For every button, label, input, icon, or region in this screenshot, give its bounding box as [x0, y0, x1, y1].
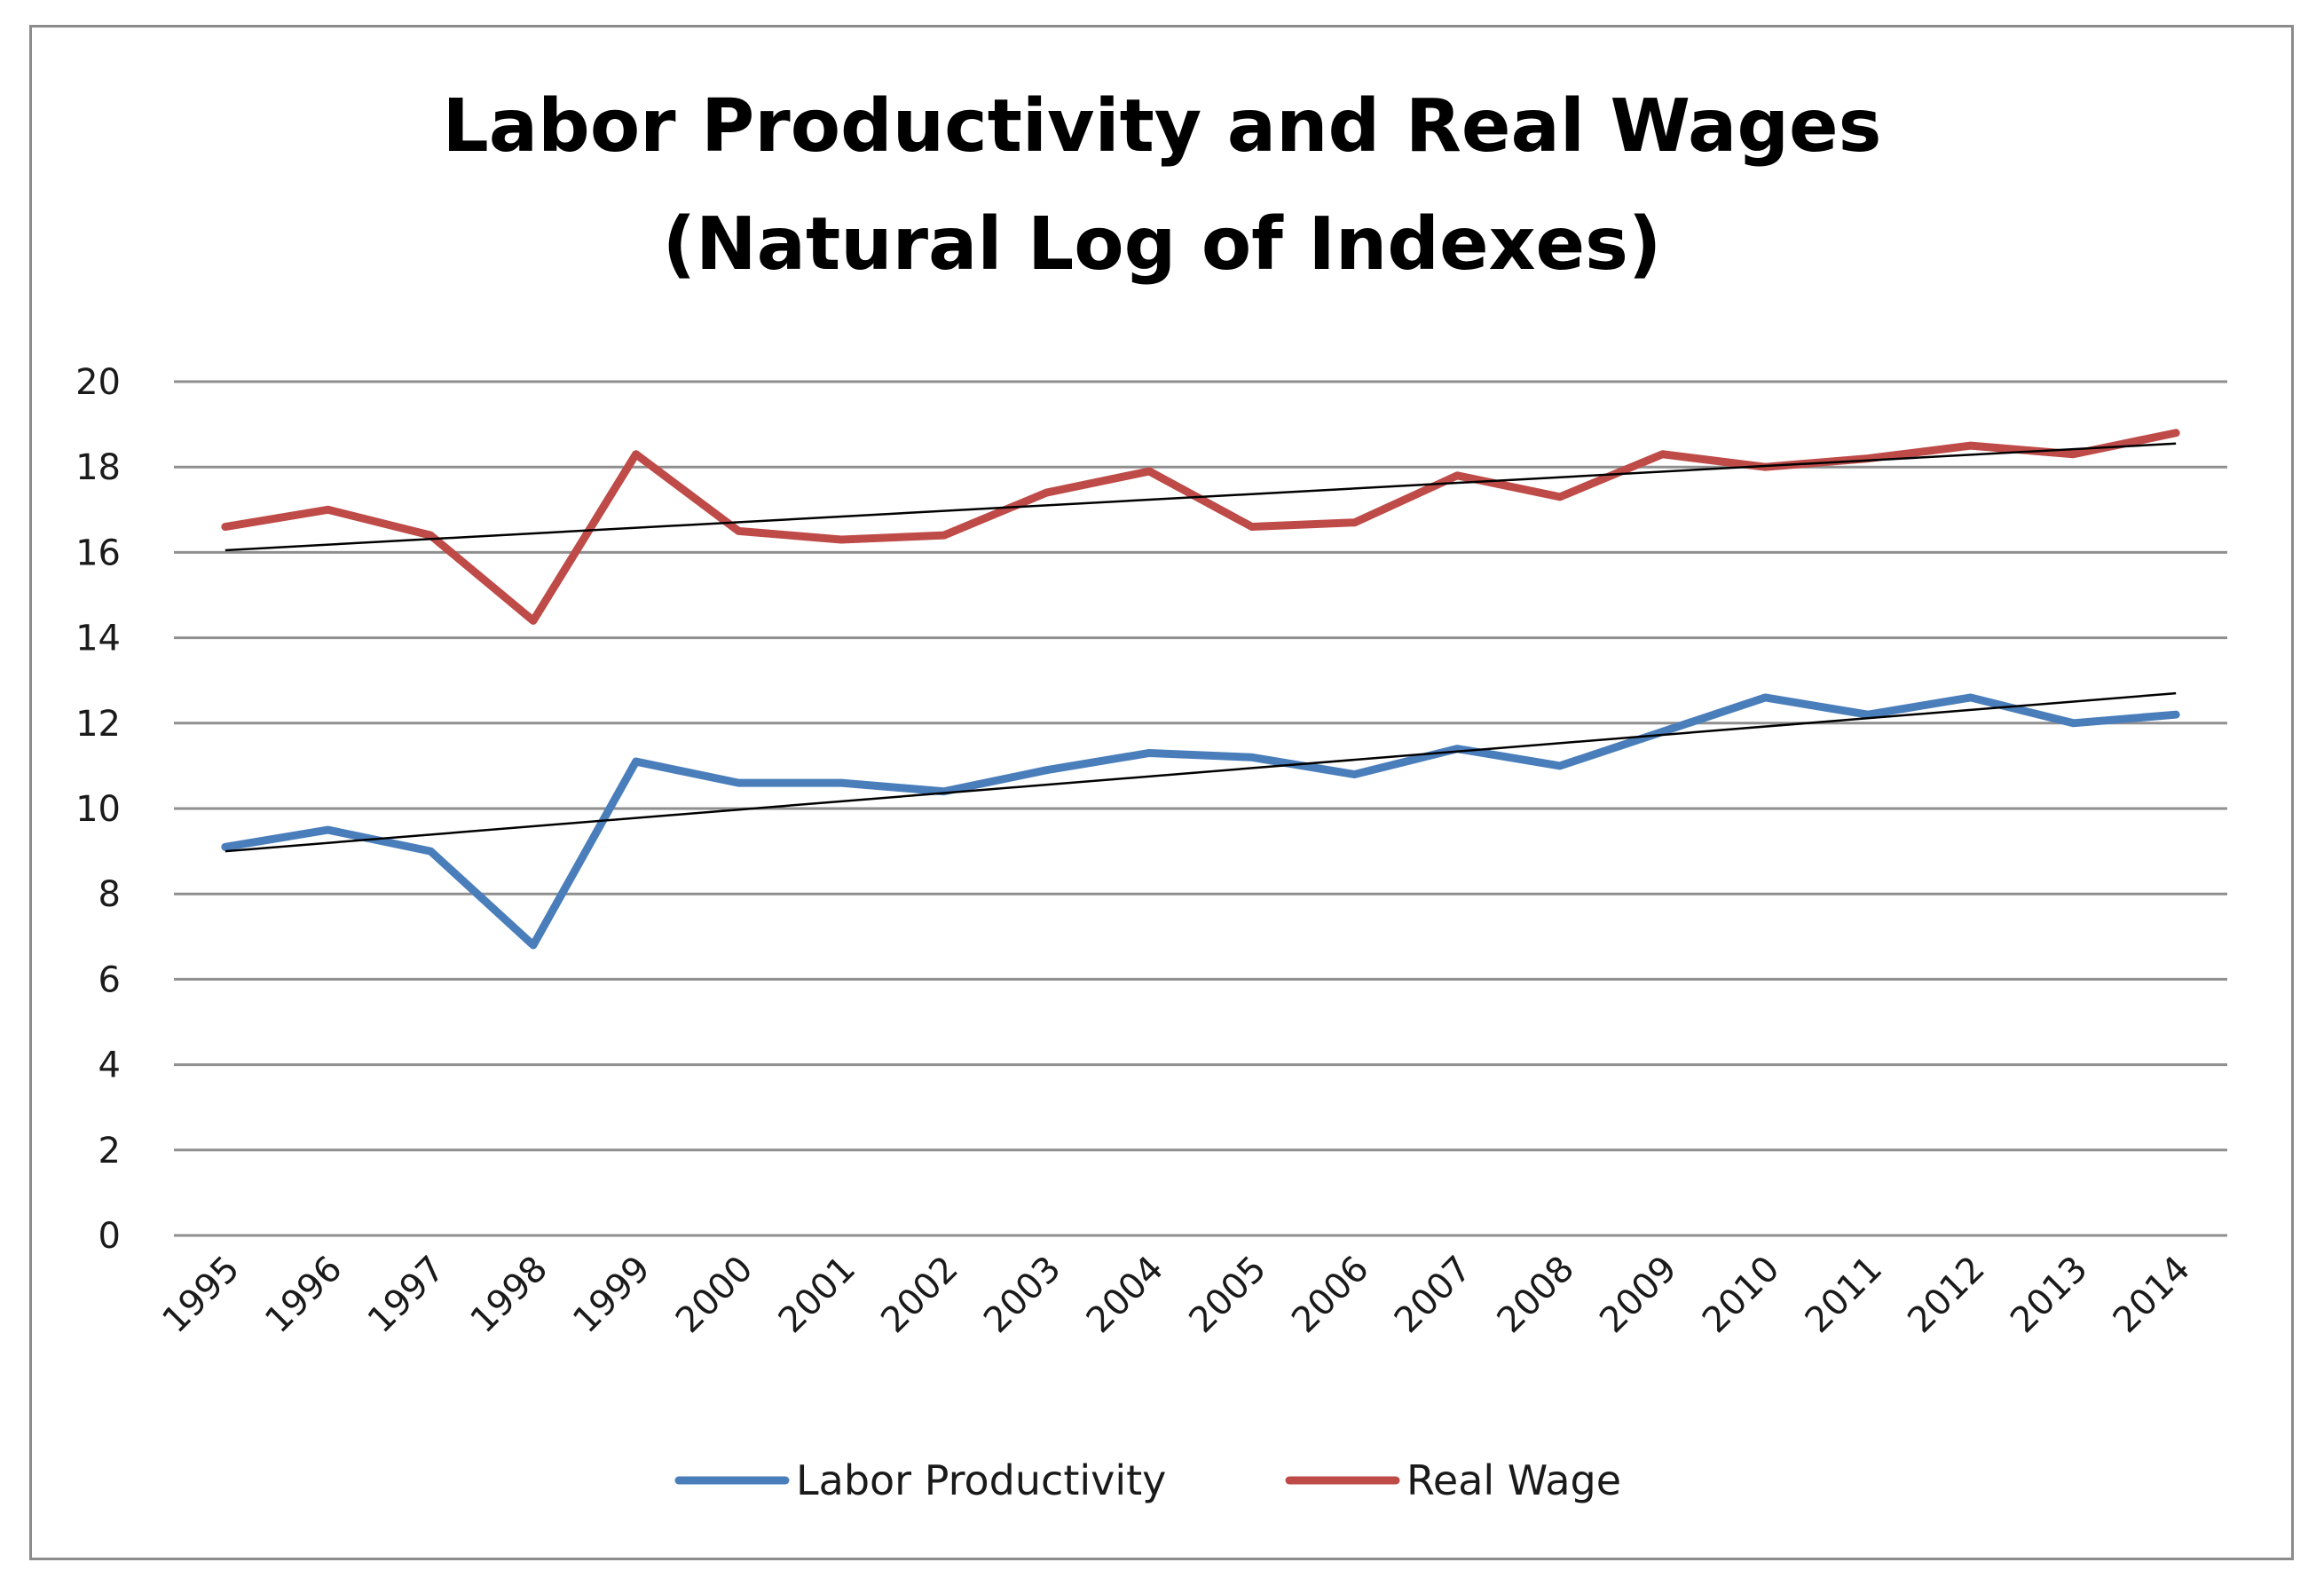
x-tick-label: 1997	[360, 1249, 453, 1342]
y-tick-label: 4	[98, 1045, 121, 1086]
x-tick-label: 2014	[2106, 1249, 2199, 1342]
gridlines	[174, 380, 2227, 1237]
legend: Labor Productivity Real Wage	[674, 1456, 1621, 1504]
y-tick-label: 0	[98, 1216, 121, 1257]
x-tick-label: 2000	[668, 1249, 761, 1342]
series-lines	[221, 429, 2180, 950]
chart-subtitle: (Natural Log of Indexes)	[662, 202, 1662, 287]
legend-label: Real Wage	[1406, 1456, 1621, 1504]
legend-real-wage: Real Wage	[1285, 1456, 1621, 1504]
x-tick-label: 2004	[1079, 1249, 1172, 1342]
x-tick-label: 2001	[771, 1249, 864, 1342]
x-tick-label: 2012	[1900, 1249, 1993, 1342]
x-tick-label: 2007	[1387, 1249, 1480, 1342]
series-line-labor-productivity	[221, 693, 2180, 950]
x-tick-label: 1998	[463, 1249, 556, 1342]
legend-label: Labor Productivity	[796, 1456, 1166, 1504]
chart-frame	[29, 25, 2294, 1560]
y-tick-label: 8	[98, 874, 121, 915]
x-tick-label: 2010	[1695, 1249, 1788, 1342]
y-tick-label: 20	[75, 362, 121, 403]
x-tick-label: 1999	[565, 1249, 658, 1342]
y-tick-label: 10	[75, 789, 121, 830]
x-tick-label: 2008	[1490, 1249, 1583, 1342]
y-tick-label: 12	[75, 704, 121, 745]
x-tick-label: 2003	[976, 1249, 1069, 1342]
y-tick-label: 14	[75, 619, 121, 659]
y-axis-ticks: 0 2 4 6 8 10 12 14 16 18 20	[75, 362, 121, 1257]
series-line-real-wage	[221, 429, 2180, 625]
x-tick-label: 1995	[154, 1249, 248, 1342]
trendlines	[225, 442, 2177, 853]
y-tick-label: 16	[75, 533, 121, 573]
x-tick-label: 2013	[2003, 1249, 2096, 1342]
trendline-real-wage	[225, 442, 2177, 552]
y-tick-label: 6	[98, 959, 121, 1000]
chart-title: Labor Productivity and Real Wages	[442, 84, 1882, 169]
legend-labor-productivity: Labor Productivity	[674, 1456, 1166, 1504]
y-tick-label: 18	[75, 447, 121, 488]
x-tick-label: 2006	[1284, 1249, 1377, 1342]
trendline-labor-productivity	[225, 691, 2177, 853]
x-tick-label: 2009	[1592, 1249, 1685, 1342]
y-tick-label: 2	[98, 1131, 121, 1172]
x-tick-label: 2002	[873, 1249, 966, 1342]
x-axis-ticks: 1995 1996 1997 1998 1999 2000 2001 2002 2003 2004…	[154, 1249, 2198, 1342]
x-tick-label: 1996	[257, 1249, 351, 1342]
x-tick-label: 2005	[1181, 1249, 1274, 1342]
x-tick-label: 2011	[1798, 1249, 1891, 1342]
